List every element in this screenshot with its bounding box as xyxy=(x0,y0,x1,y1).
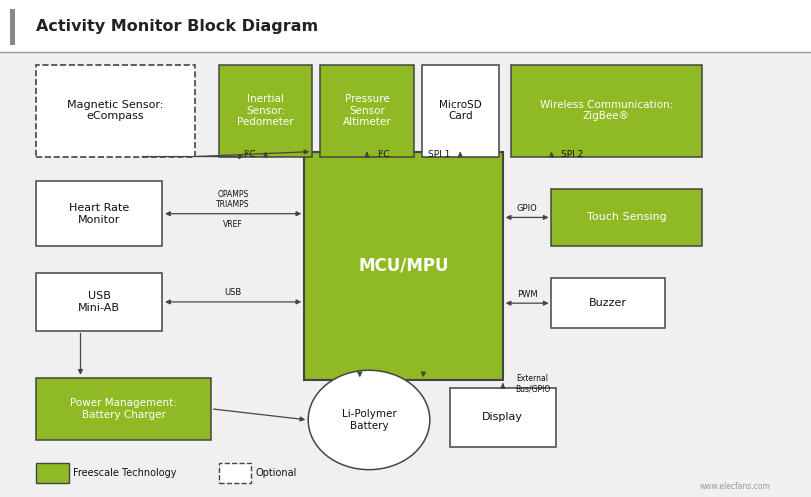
Text: Power Management:
Battery Charger: Power Management: Battery Charger xyxy=(71,398,177,419)
Text: MicroSD
Card: MicroSD Card xyxy=(439,100,482,121)
Bar xyxy=(36,378,211,440)
Text: PWM: PWM xyxy=(517,290,538,299)
Bar xyxy=(551,189,702,246)
Bar xyxy=(0,0,811,52)
Bar xyxy=(36,181,162,246)
Text: SPI 1: SPI 1 xyxy=(428,150,451,159)
Bar xyxy=(10,9,15,45)
Text: Activity Monitor Block Diagram: Activity Monitor Block Diagram xyxy=(36,19,319,34)
Text: Pressure
Sensor
Altimeter: Pressure Sensor Altimeter xyxy=(343,94,391,127)
Text: VREF: VREF xyxy=(223,220,243,229)
Text: Li-Polymer
Battery: Li-Polymer Battery xyxy=(341,409,397,431)
Text: GPIO: GPIO xyxy=(517,204,538,213)
Text: USB: USB xyxy=(225,288,242,298)
Bar xyxy=(511,65,702,157)
Text: Heart Rate
Monitor: Heart Rate Monitor xyxy=(69,203,130,225)
Bar xyxy=(320,65,414,157)
Text: Buzzer: Buzzer xyxy=(590,298,627,308)
Bar xyxy=(219,65,312,157)
Ellipse shape xyxy=(308,370,430,470)
Text: SPI 2: SPI 2 xyxy=(561,150,583,159)
Bar xyxy=(422,65,499,157)
Text: Display: Display xyxy=(483,413,523,422)
Text: Freescale Technology: Freescale Technology xyxy=(73,468,177,478)
Bar xyxy=(36,273,162,331)
Text: TRIAMPS: TRIAMPS xyxy=(217,200,250,209)
Text: Wireless Communication:
ZigBee®: Wireless Communication: ZigBee® xyxy=(539,100,673,121)
Text: MCU/MPU: MCU/MPU xyxy=(358,257,448,275)
Text: OPAMPS: OPAMPS xyxy=(217,190,249,199)
Bar xyxy=(551,278,665,328)
Text: USB
Mini-AB: USB Mini-AB xyxy=(79,291,120,313)
Text: I²C: I²C xyxy=(243,150,256,159)
Text: Inertial
Sensor:
Pedometer: Inertial Sensor: Pedometer xyxy=(238,94,294,127)
Text: I²C: I²C xyxy=(376,150,389,159)
Bar xyxy=(36,463,69,483)
Text: Optional: Optional xyxy=(255,468,297,478)
Bar xyxy=(36,65,195,157)
Text: www.elecfans.com: www.elecfans.com xyxy=(700,482,770,491)
Bar xyxy=(450,388,556,447)
Text: Touch Sensing: Touch Sensing xyxy=(586,212,667,223)
Text: Magnetic Sensor:
eCompass: Magnetic Sensor: eCompass xyxy=(67,100,164,121)
Bar xyxy=(219,463,251,483)
Text: External
Bus/GPIO: External Bus/GPIO xyxy=(515,374,550,394)
Bar xyxy=(304,152,503,380)
